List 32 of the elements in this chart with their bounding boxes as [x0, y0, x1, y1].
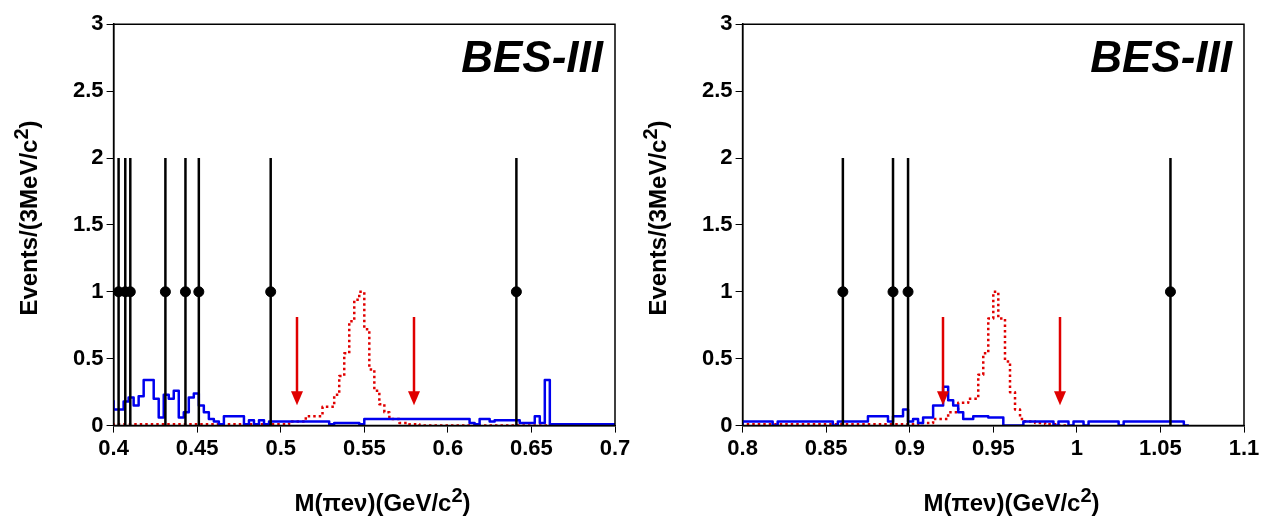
- y-tick-label: 0.5: [72, 344, 104, 370]
- x-axis-title: M(πeν)(GeV/c$^{2}$): [922, 484, 1101, 517]
- y-tick-label: 0: [720, 411, 733, 437]
- annotation: BES-III: [461, 32, 604, 82]
- x-tick-label: 0.4: [98, 434, 130, 460]
- x-tick-label: 1: [1070, 434, 1083, 460]
- y-tick-label: 2: [91, 144, 104, 170]
- x-tick-label: 0.65: [510, 434, 553, 460]
- y-tick-label: 0.5: [701, 344, 733, 370]
- y-tick-label: 3: [91, 10, 104, 36]
- y-tick-label: 2: [720, 144, 733, 170]
- x-tick-label: 0.45: [175, 434, 219, 460]
- y-tick-label: 1: [720, 277, 733, 303]
- x-tick-label: 0.5: [265, 434, 297, 460]
- x-tick-label: 1.05: [1139, 434, 1182, 460]
- annotation: BES-III: [1090, 32, 1233, 82]
- x-tick-label: 0.8: [727, 434, 758, 460]
- y-tick-label: 1: [91, 277, 104, 303]
- y-tick-label: 1.5: [701, 210, 733, 236]
- y-tick-label: 2.5: [701, 77, 733, 103]
- x-tick-label: 0.95: [971, 434, 1015, 460]
- x-tick-label: 0.9: [894, 434, 926, 460]
- x-tick-label: 0.55: [342, 434, 386, 460]
- y-tick-label: 0: [91, 411, 104, 437]
- x-tick-label: 1.1: [1228, 434, 1260, 460]
- y-tick-label: 3: [720, 10, 733, 36]
- x-tick-label: 0.6: [432, 434, 464, 460]
- y-tick-label: 2.5: [72, 77, 104, 103]
- y-tick-label: 1.5: [72, 210, 104, 236]
- x-tick-label: 0.7: [599, 434, 631, 460]
- x-tick-label: 0.85: [804, 434, 848, 460]
- x-axis-title: M(πeν)(GeV/c$^{2}$): [293, 484, 472, 517]
